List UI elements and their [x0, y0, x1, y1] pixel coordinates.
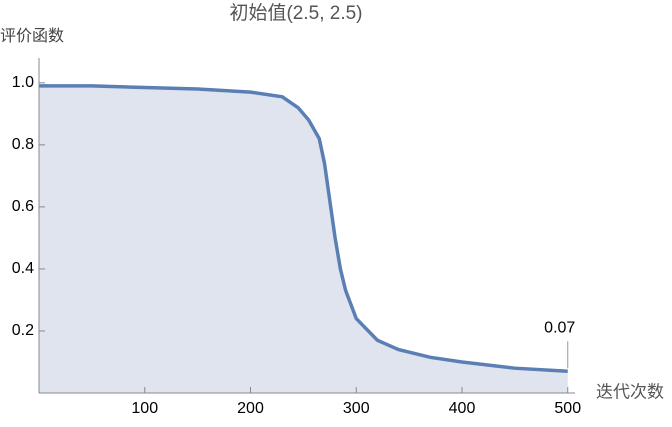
y-axis-label: 评价函数 [0, 27, 64, 45]
x-tick-label: 300 [343, 400, 370, 417]
y-tick-label: 0.8 [12, 136, 34, 153]
x-tick-label: 400 [449, 400, 476, 417]
x-tick-label: 200 [237, 400, 264, 417]
line [39, 84, 568, 374]
y-tick-label: 1.0 [12, 74, 34, 91]
x-axis-label: 迭代次数 [596, 382, 664, 401]
chart-title: 初始值(2.5, 2.5) [229, 2, 362, 24]
area [39, 85, 568, 394]
y-tick-label: 0.4 [12, 260, 34, 277]
y-tick-label: 0.2 [12, 322, 34, 339]
y-tick-label: 0.6 [12, 198, 34, 215]
annotation-label: 0.07 [544, 320, 575, 337]
x-tick-label: 500 [554, 400, 581, 417]
x-tick-label: 100 [131, 400, 158, 417]
